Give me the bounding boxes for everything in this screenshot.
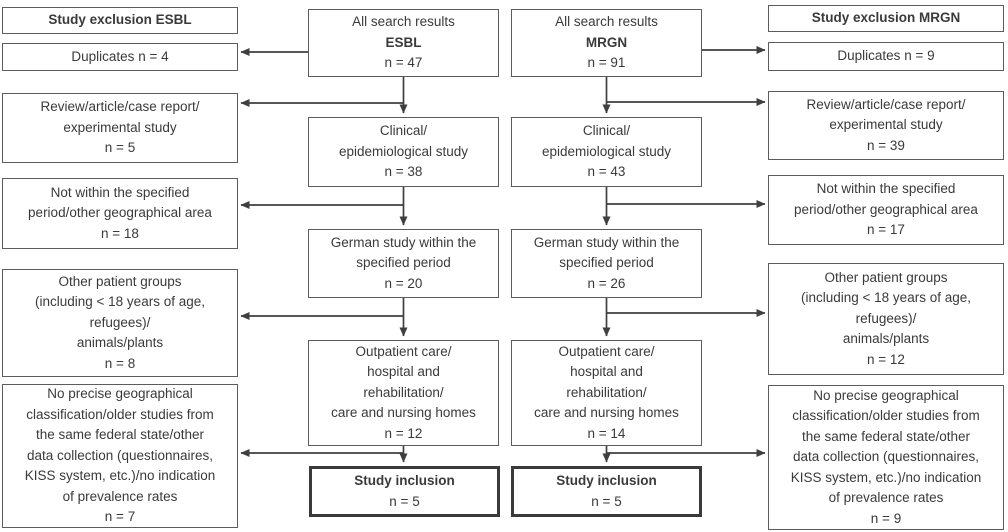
- text-line: epidemiological study: [541, 143, 672, 159]
- text-line: n = 12: [867, 351, 905, 367]
- text-line: the same federal state/other: [35, 427, 205, 443]
- box-study-inclusion-mrgn: Study inclusion n = 5: [511, 466, 702, 517]
- text-line: specified period: [356, 255, 451, 271]
- text-line: Outpatient care/: [355, 343, 452, 359]
- box-other-patients-mrgn: Other patient groups (including < 18 yea…: [768, 263, 1004, 375]
- text-line: experimental study: [829, 117, 943, 133]
- text-line: Review/article/case report/: [806, 96, 966, 112]
- box-outpatient-esbl: Outpatient care/ hospital and rehabilita…: [308, 340, 499, 446]
- box-german-study-mrgn: German study within the specified period…: [511, 229, 702, 298]
- text-line: n = 38: [384, 164, 423, 180]
- box-period-esbl: Not within the specified period/other ge…: [2, 178, 238, 249]
- text-line: n = 7: [104, 509, 136, 525]
- box-german-study-esbl: German study within the specified period…: [308, 229, 499, 298]
- text-line: (including < 18 years of age,: [801, 290, 971, 306]
- box-duplicates-esbl: Duplicates n = 4: [2, 43, 238, 71]
- text-line: (including < 18 years of age,: [35, 294, 205, 310]
- text-line: of prevalence rates: [62, 488, 178, 504]
- esbl-exclusion-header: Study exclusion ESBL: [2, 7, 238, 34]
- text-line: period/other geographical area: [794, 201, 978, 217]
- text-line: specified period: [559, 255, 654, 271]
- text-line: care and nursing homes: [534, 405, 679, 421]
- text-line: hospital and: [367, 364, 440, 380]
- text-line: rehabilitation/: [566, 384, 647, 400]
- box-study-inclusion-esbl: Study inclusion n = 5: [309, 466, 500, 517]
- text-line: Other patient groups: [58, 273, 182, 289]
- text-line: Clinical/: [379, 123, 428, 139]
- text-line: n = 18: [101, 225, 139, 241]
- text-line: Other patient groups: [824, 269, 948, 285]
- text-line: experimental study: [63, 119, 177, 135]
- box-all-search-results-mrgn: All search results MRGN n = 91: [511, 9, 702, 77]
- text-line: epidemiological study: [338, 143, 469, 159]
- box-no-precise-esbl: No precise geographical classification/o…: [2, 384, 238, 528]
- text-line: Study inclusion: [354, 473, 455, 488]
- box-clinical-study-esbl: Clinical/ epidemiological study n = 38: [308, 117, 499, 187]
- text-line: classification/older studies from: [792, 408, 980, 424]
- text-line: animals/plants: [842, 331, 930, 347]
- text-line: German study within the: [330, 234, 477, 250]
- text-line: refugees)/: [89, 314, 151, 330]
- text-line: Outpatient care/: [558, 343, 655, 359]
- box-outpatient-mrgn: Outpatient care/ hospital and rehabilita…: [511, 340, 702, 446]
- text-line: Study exclusion MRGN: [811, 10, 961, 26]
- text-line: n = 17: [867, 222, 905, 238]
- box-review-mrgn: Review/article/case report/ experimental…: [768, 91, 1004, 160]
- text-line: animals/plants: [76, 335, 164, 351]
- text-line: Not within the specified: [816, 181, 956, 197]
- text-line: rehabilitation/: [363, 384, 444, 400]
- text-line: No precise geographical: [47, 386, 193, 402]
- mrgn-exclusion-header: Study exclusion MRGN: [768, 5, 1004, 32]
- box-all-search-results-esbl: All search results ESBL n = 47: [308, 9, 499, 77]
- text-line: n = 91: [587, 55, 626, 71]
- box-review-esbl: Review/article/case report/ experimental…: [2, 93, 238, 163]
- text-line: data collection (questionnaires,: [26, 447, 214, 463]
- text-line: Duplicates n = 4: [71, 48, 169, 64]
- text-line: MRGN: [585, 34, 628, 50]
- text-line: data collection (questionnaires,: [792, 449, 980, 465]
- text-line: KISS system, etc.)/no indication: [24, 468, 216, 484]
- text-line: n = 5: [591, 493, 622, 509]
- text-line: Clinical/: [582, 123, 631, 139]
- text-line: All search results: [352, 14, 455, 30]
- text-line: No precise geographical: [813, 387, 959, 403]
- text-line: ESBL: [385, 34, 422, 50]
- text-line: care and nursing homes: [331, 405, 476, 421]
- box-period-mrgn: Not within the specified period/other ge…: [768, 175, 1004, 245]
- text-line: Study inclusion: [556, 473, 657, 488]
- text-line: n = 26: [587, 275, 626, 291]
- text-line: n = 8: [104, 355, 136, 371]
- text-line: n = 12: [384, 425, 423, 441]
- text-line: n = 47: [384, 55, 423, 71]
- text-line: period/other geographical area: [28, 205, 212, 221]
- text-line: n = 9: [870, 510, 902, 526]
- text-line: KISS system, etc.)/no indication: [790, 469, 982, 485]
- text-line: n = 20: [384, 275, 423, 291]
- text-line: n = 14: [587, 425, 626, 441]
- text-line: Study exclusion ESBL: [48, 12, 192, 28]
- text-line: the same federal state/other: [801, 428, 971, 444]
- box-other-patients-esbl: Other patient groups (including < 18 yea…: [2, 269, 238, 377]
- box-duplicates-mrgn: Duplicates n = 9: [768, 42, 1004, 71]
- text-line: All search results: [555, 14, 658, 30]
- box-no-precise-mrgn: No precise geographical classification/o…: [768, 385, 1004, 530]
- text-line: n = 5: [104, 140, 136, 156]
- text-line: refugees)/: [855, 310, 917, 326]
- text-line: of prevalence rates: [828, 490, 944, 506]
- text-line: n = 43: [587, 164, 626, 180]
- box-clinical-study-mrgn: Clinical/ epidemiological study n = 43: [511, 117, 702, 187]
- text-line: n = 5: [389, 493, 420, 509]
- text-line: Duplicates n = 9: [837, 48, 935, 64]
- text-line: German study within the: [533, 234, 680, 250]
- text-line: hospital and: [570, 364, 643, 380]
- text-line: n = 39: [867, 137, 905, 153]
- text-line: Not within the specified: [50, 184, 190, 200]
- text-line: classification/older studies from: [26, 406, 214, 422]
- text-line: Review/article/case report/: [40, 99, 200, 115]
